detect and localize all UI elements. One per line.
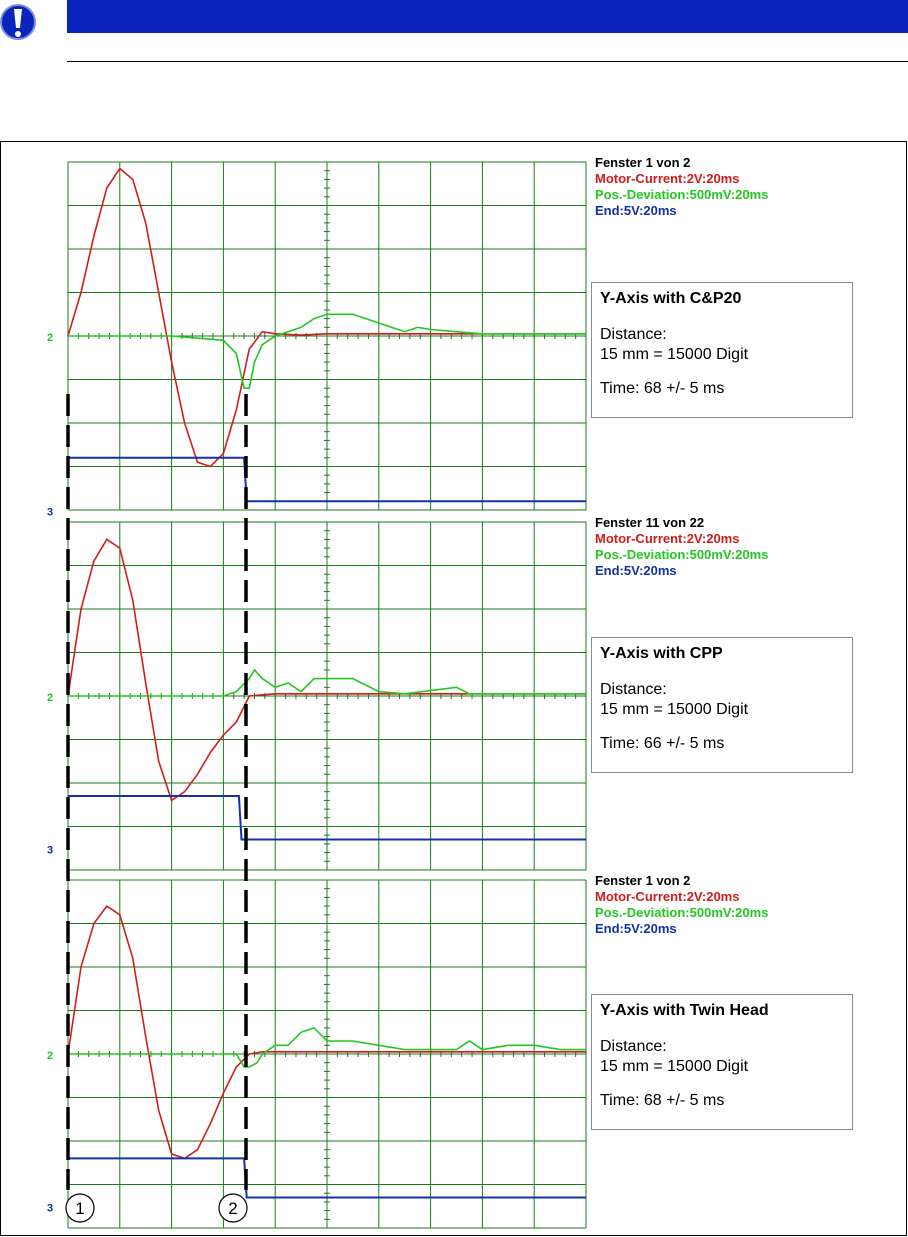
distance-label: Distance: bbox=[600, 326, 667, 343]
marker-circle-1 bbox=[65, 1193, 95, 1223]
series-line-deviation bbox=[68, 313, 586, 389]
info-box-title: Y-Axis with Twin Head bbox=[600, 1002, 769, 1019]
series-line-end bbox=[68, 795, 586, 841]
channel-label-2: 2 bbox=[47, 692, 53, 704]
series-line-deviation bbox=[68, 1026, 586, 1068]
legend-window: Fenster 11 von 22 bbox=[595, 515, 704, 530]
time-value: Time: 68 +/- 5 ms bbox=[600, 1092, 725, 1109]
channel-label-2: 2 bbox=[47, 1050, 53, 1062]
info-box-panel-3: Y-Axis with Twin Head Distance: 15 mm = … bbox=[591, 994, 853, 1130]
distance-label: Distance: bbox=[600, 1038, 667, 1055]
time-value: Time: 66 +/- 5 ms bbox=[600, 735, 725, 752]
legend-motor: Motor-Current:2V:20ms bbox=[595, 889, 739, 904]
legend-deviation: Pos.-Deviation:500mV:20ms bbox=[595, 905, 768, 920]
channel-label-3: 3 bbox=[47, 845, 53, 857]
plot-panel-1: 2 3 Fenster 1 von 2Motor-Current:2V:20msPo… bbox=[47, 155, 768, 518]
legend-end: End:5V:20ms bbox=[595, 563, 677, 578]
marker-label-2: 2 bbox=[228, 1199, 237, 1218]
marker-label-1: 1 bbox=[75, 1199, 84, 1218]
header-bar bbox=[67, 0, 908, 33]
marker-circle-2 bbox=[218, 1193, 248, 1223]
oscilloscope-figure: 2 3 Fenster 1 von 2 Motor-Current:2V:20ms Po… bbox=[0, 141, 907, 1236]
info-box-title: Y-Axis with C&P20 bbox=[600, 290, 742, 307]
distance-value: 15 mm = 15000 Digit bbox=[600, 701, 749, 718]
legend-motor: Motor-Current:2V:20ms bbox=[595, 171, 739, 186]
info-box-title: Y-Axis with CPP bbox=[600, 645, 723, 662]
channel-label-2: 2 bbox=[47, 332, 53, 344]
series-line-motor bbox=[67, 167, 586, 468]
legend-deviation: Pos.-Deviation:500mV:20ms bbox=[595, 547, 768, 562]
distance-value: 15 mm = 15000 Digit bbox=[600, 1058, 749, 1075]
series-line-end bbox=[68, 456, 586, 503]
legend-end: End:5V:20ms bbox=[595, 203, 677, 218]
channel-label-3: 3 bbox=[47, 1203, 53, 1215]
distance-label: Distance: bbox=[600, 681, 667, 698]
exclamation-icon bbox=[0, 4, 36, 40]
channel-label-3: 3 bbox=[47, 506, 53, 518]
plot-panel-2: 2 3 Fenster 11 von 22Motor-Current:2V:20ms… bbox=[47, 515, 768, 871]
legend-deviation: Pos.-Deviation:500mV:20ms bbox=[595, 187, 768, 202]
legend-end: End:5V:20ms bbox=[595, 921, 677, 936]
legend-window: Fenster 1 von 2 bbox=[595, 873, 690, 888]
legend-motor: Motor-Current:2V:20ms bbox=[595, 531, 739, 546]
time-value: Time: 68 +/- 5 ms bbox=[600, 380, 725, 397]
header-rule bbox=[67, 61, 908, 62]
info-box-panel-2: Y-Axis with CPP Distance: 15 mm = 15000 … bbox=[591, 637, 853, 773]
info-box-panel-1: Y-Axis with C&P20 Distance: 15 mm = 1500… bbox=[591, 282, 853, 418]
distance-value: 15 mm = 15000 Digit bbox=[600, 346, 749, 363]
legend-window: Fenster 1 von 2 bbox=[595, 155, 690, 170]
